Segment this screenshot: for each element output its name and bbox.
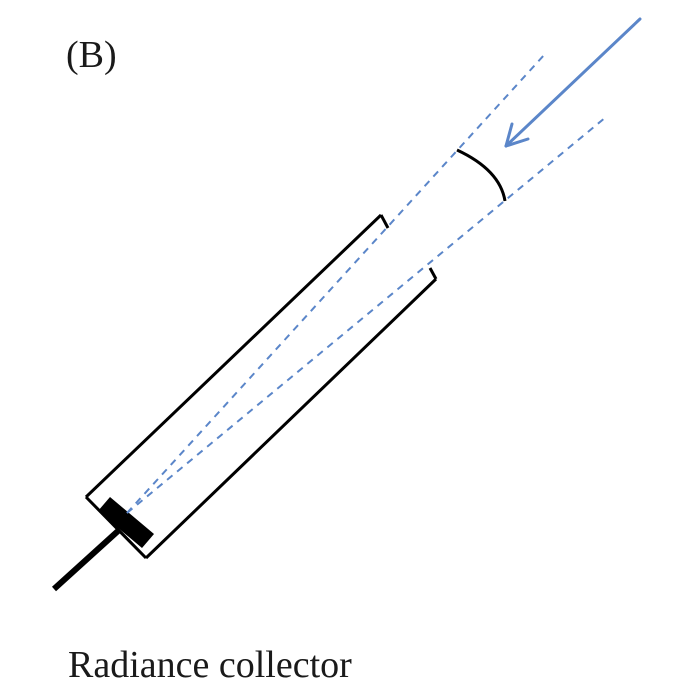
detector-sensor-icon [98,497,154,548]
sensor-cable [51,528,121,592]
collector-tube [84,213,438,560]
tube-upper-wall [84,213,383,499]
tube-lower-lip [428,267,438,280]
fov-lower-ray [126,116,607,514]
tube-back-plate [84,495,148,560]
tube-lower-wall [144,277,438,560]
field-of-view-rays [126,53,607,514]
fov-upper-ray [126,53,546,514]
figure-caption: Radiance collector [68,644,352,686]
incoming-radiation-arrow-icon [504,17,642,148]
tube-upper-lip [379,214,390,229]
field-of-view-arc-icon [456,148,507,202]
panel-label: (B) [66,34,117,76]
